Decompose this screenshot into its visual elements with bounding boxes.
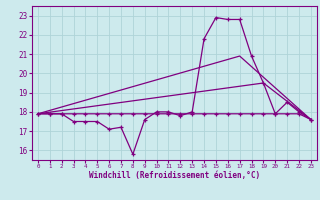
X-axis label: Windchill (Refroidissement éolien,°C): Windchill (Refroidissement éolien,°C)	[89, 171, 260, 180]
